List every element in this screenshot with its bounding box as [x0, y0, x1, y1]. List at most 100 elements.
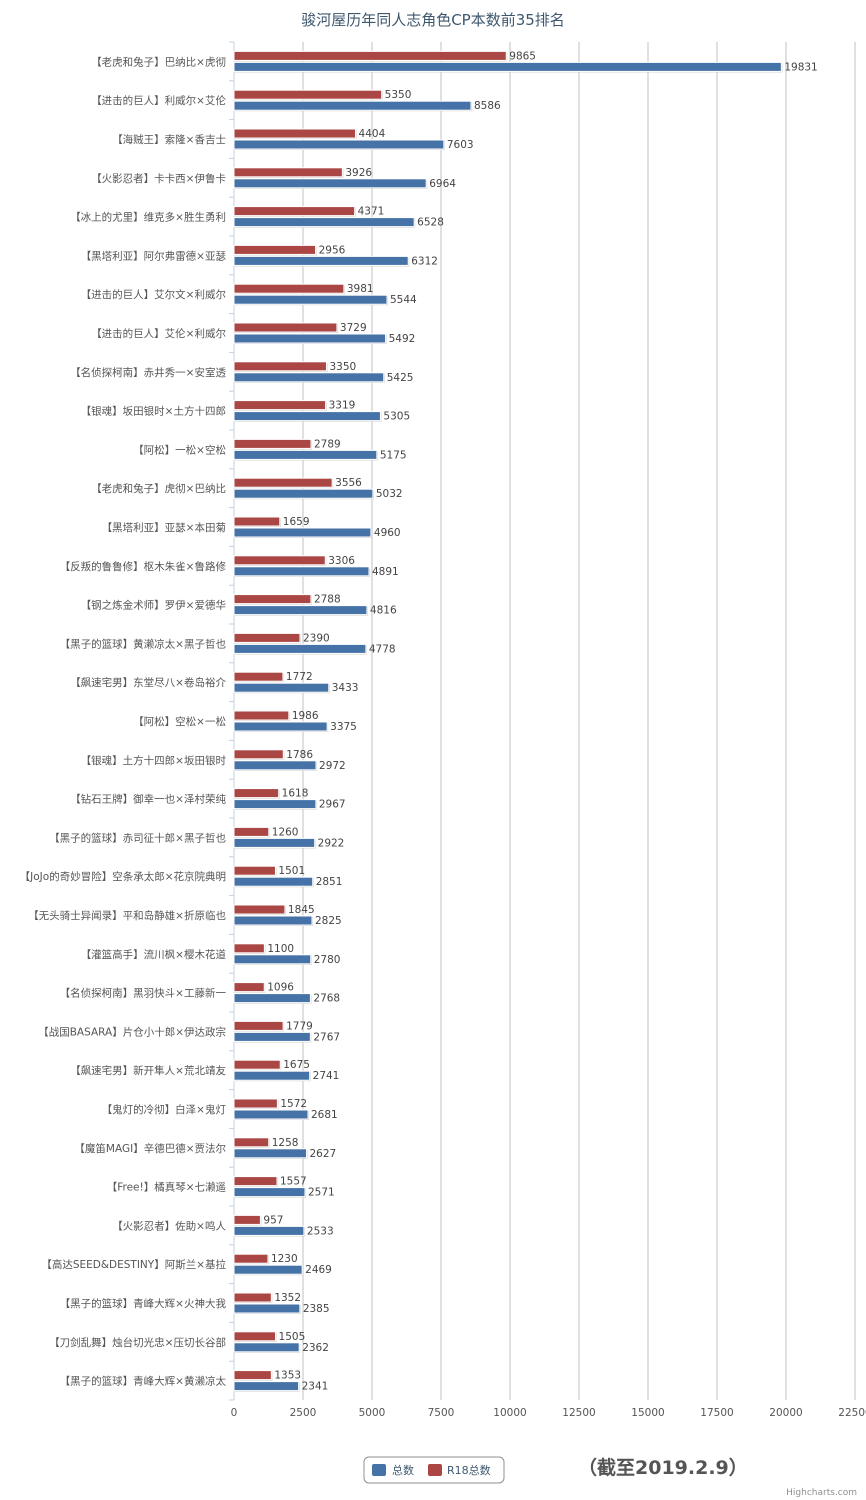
bar-r18	[233, 1253, 269, 1264]
category-label: 【反叛的鲁鲁修】枢木朱雀×鲁路修	[60, 560, 227, 573]
legend-item-r18[interactable]: R18总数	[428, 1463, 491, 1477]
bar-r18	[233, 594, 312, 605]
bar-r18	[233, 943, 265, 954]
bar-total	[233, 643, 367, 654]
bar-r18	[233, 400, 327, 411]
bar-r18	[233, 1059, 281, 1070]
legend-swatch-total	[372, 1464, 386, 1476]
chart-title: 骏河屋历年同人志角色CP本数前35排名	[301, 11, 565, 29]
category-label: 【老虎和兔子】巴纳比×虎彻	[91, 55, 226, 68]
data-label: 4404	[359, 128, 386, 140]
bar-r18	[233, 788, 280, 799]
data-label: 2741	[313, 1070, 340, 1082]
data-label: 2780	[314, 954, 341, 966]
x-tick-label: 22500	[838, 1407, 866, 1419]
bar-total	[233, 100, 472, 111]
category-label: 【火影忍者】佐助×鸣人	[112, 1219, 226, 1232]
data-label: 5175	[380, 449, 407, 461]
data-label: 3556	[335, 477, 362, 489]
category-label: 【银魂】坂田银时×土方十四郎	[81, 405, 226, 418]
data-label: 19831	[784, 61, 817, 73]
data-label: 1100	[267, 943, 294, 955]
bar-total	[233, 721, 328, 732]
data-label: 4816	[370, 605, 397, 617]
category-label: 【进击的巨人】艾伦×利威尔	[91, 327, 226, 340]
bar-r18	[233, 1292, 272, 1303]
bar-r18	[233, 671, 284, 682]
category-label: 【飙速宅男】新开隼人×荒北靖友	[70, 1064, 226, 1077]
data-label: 3981	[347, 283, 374, 295]
bar-r18	[233, 206, 356, 217]
bar-total	[233, 1187, 306, 1198]
bar-total	[233, 1342, 300, 1353]
x-tick-label: 2500	[290, 1407, 317, 1419]
data-label: 1353	[274, 1370, 301, 1382]
bar-total	[233, 1148, 308, 1159]
data-label: 5350	[385, 89, 412, 101]
bar-total	[233, 139, 445, 150]
bar-total	[233, 1109, 309, 1120]
bar-r18	[233, 89, 383, 100]
data-label: 4891	[372, 566, 399, 578]
bar-r18	[233, 1020, 284, 1031]
bar-total	[233, 178, 427, 189]
data-label: 1786	[286, 749, 313, 761]
data-label: 2768	[313, 993, 340, 1005]
data-label: 2390	[303, 632, 330, 644]
bar-total	[233, 1225, 305, 1236]
bar-r18	[233, 826, 270, 837]
data-label: 1258	[272, 1137, 299, 1149]
data-label: 1618	[282, 788, 309, 800]
data-label: 1845	[288, 904, 315, 916]
bar-r18	[233, 982, 265, 993]
highcharts-credit[interactable]: Highcharts.com	[786, 1488, 857, 1498]
data-label: 9865	[509, 50, 536, 62]
x-tick-label: 7500	[428, 1407, 455, 1419]
data-label: 957	[263, 1214, 283, 1226]
category-label: 【钢之炼金术师】罗伊×爱德华	[81, 599, 226, 612]
category-label: 【黑塔利亚】亚瑟×本田菊	[102, 521, 226, 534]
category-label: 【阿松】空松×一松	[133, 715, 226, 728]
data-label: 1260	[272, 826, 299, 838]
bar-r18	[233, 1137, 270, 1148]
data-label: 2385	[303, 1303, 330, 1315]
bar-total	[233, 566, 370, 577]
category-label: 【火影忍者】卡卡西×伊鲁卡	[91, 172, 226, 185]
bar-total	[233, 372, 385, 383]
bar-r18	[233, 904, 286, 915]
legend[interactable]: 总数 R18总数	[363, 1456, 505, 1484]
bar-r18	[233, 283, 345, 294]
category-label: 【黑塔利亚】阿尔弗雷德×亚瑟	[81, 249, 227, 262]
bar-total	[233, 837, 316, 848]
legend-label-total: 总数	[392, 1463, 414, 1477]
data-label: 2627	[310, 1148, 337, 1160]
data-label: 2851	[316, 876, 343, 888]
bar-r18	[233, 322, 338, 333]
category-label: 【黑子的篮球】青峰大辉×黄濑凉太	[60, 1375, 227, 1388]
x-tick-label: 0	[231, 1407, 238, 1419]
bar-total	[233, 411, 381, 422]
data-label: 5305	[383, 411, 410, 423]
bar-total	[233, 605, 368, 616]
data-label: 1986	[292, 710, 319, 722]
bar-r18	[233, 167, 343, 178]
bar-total	[233, 876, 314, 887]
data-label: 5544	[390, 294, 417, 306]
legend-label-r18: R18总数	[447, 1463, 491, 1477]
bar-r18	[233, 632, 301, 643]
bar-total	[233, 255, 409, 266]
data-label: 8586	[474, 100, 501, 112]
bar-r18	[233, 1176, 278, 1187]
bar-r18	[233, 477, 333, 488]
data-label: 2341	[302, 1381, 329, 1393]
legend-item-total[interactable]: 总数	[372, 1463, 414, 1477]
data-label: 1501	[278, 865, 305, 877]
category-label: 【鬼灯的冷彻】白泽×鬼灯	[102, 1103, 227, 1116]
date-note: （截至2019.2.9）	[578, 1456, 748, 1479]
bar-total	[233, 915, 313, 926]
category-label: 【黑子的篮球】青峰大辉×火神大我	[60, 1297, 227, 1310]
bar-r18	[233, 1098, 278, 1109]
data-label: 6312	[411, 255, 438, 267]
x-tick-label: 10000	[493, 1407, 526, 1419]
data-label: 6964	[429, 178, 456, 190]
